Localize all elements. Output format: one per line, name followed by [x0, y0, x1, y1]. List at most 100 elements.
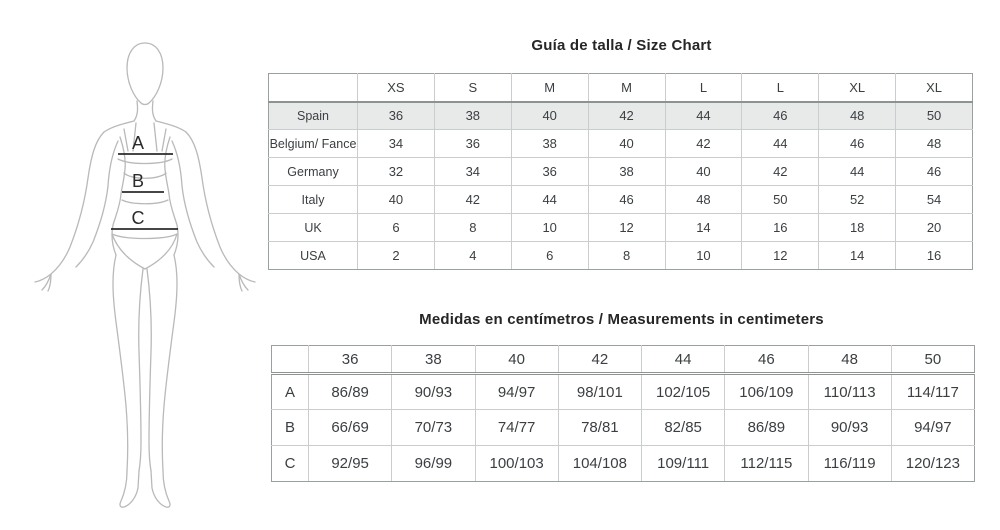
value-cell: 104/108	[557, 445, 643, 482]
value-cell: 90/93	[391, 373, 476, 410]
row-label: Italy	[268, 185, 358, 214]
value-cell: 78/81	[557, 409, 643, 446]
value-cell: 110/113	[807, 373, 892, 410]
table-row: A 86/89 90/93 94/97 98/101 102/105 106/109 110/…	[271, 373, 976, 410]
size-conversion-table: XS S M M L L XL XL Spain 36 38 40 42 44 46 48 50 Belgium/…	[268, 73, 973, 270]
value-cell: 44	[510, 185, 589, 214]
table-row: Belgium/ Fance 34 36 38 40 42 44 46 48	[268, 129, 973, 158]
value-cell: 34	[357, 129, 435, 158]
value-cell: 8	[433, 213, 512, 242]
value-cell: 12	[741, 241, 820, 270]
value-cell: 44	[664, 101, 743, 130]
table-row: Spain 36 38 40 42 44 46 48 50	[268, 101, 973, 130]
value-cell: 18	[818, 213, 897, 242]
value-cell: 90/93	[807, 409, 892, 446]
measurements-title: Medidas en centímetros / Measurements in…	[419, 311, 824, 328]
value-cell: 36	[357, 101, 435, 130]
size-chart-title: Guía de talla / Size Chart	[531, 37, 712, 54]
value-cell: 94/97	[474, 373, 559, 410]
value-cell: 38	[510, 129, 589, 158]
table-row: USA 2 4 6 8 10 12 14 16	[268, 241, 973, 270]
figure-head	[126, 42, 164, 106]
column-header: 40	[474, 345, 559, 375]
value-cell: 2	[357, 241, 435, 270]
value-cell: 48	[818, 101, 897, 130]
value-cell: 86/89	[724, 409, 809, 446]
value-cell: 46	[587, 185, 666, 214]
value-cell: 52	[818, 185, 897, 214]
value-cell: 46	[818, 129, 897, 158]
value-cell: 36	[510, 157, 589, 186]
figure-label-c: C	[132, 208, 145, 228]
measurements-table: 36 38 40 42 44 46 48 50 A 86/89 90/93 94/97 98/101 10…	[271, 345, 976, 482]
value-cell: 40	[587, 129, 666, 158]
value-cell: 46	[741, 101, 820, 130]
row-label: Germany	[268, 157, 358, 186]
column-header: 46	[724, 345, 809, 375]
column-header: S	[433, 73, 512, 103]
corner-cell	[268, 73, 358, 103]
row-label: A	[271, 373, 309, 410]
header-row: XS S M M L L XL XL	[268, 73, 973, 103]
value-cell: 46	[895, 157, 973, 186]
figure-label-b: B	[132, 171, 144, 191]
value-cell: 48	[664, 185, 743, 214]
value-cell: 40	[357, 185, 435, 214]
value-cell: 40	[664, 157, 743, 186]
value-cell: 74/77	[474, 409, 559, 446]
row-label: UK	[268, 213, 358, 242]
value-cell: 92/95	[307, 445, 393, 482]
value-cell: 106/109	[724, 373, 809, 410]
value-cell: 36	[433, 129, 512, 158]
value-cell: 50	[741, 185, 820, 214]
row-label: Belgium/ Fance	[268, 129, 358, 158]
value-cell: 10	[510, 213, 589, 242]
column-header: 44	[640, 345, 726, 375]
table-row: Italy 40 42 44 46 48 50 52 54	[268, 185, 973, 214]
value-cell: 44	[818, 157, 897, 186]
value-cell: 8	[587, 241, 666, 270]
value-cell: 86/89	[307, 373, 393, 410]
value-cell: 94/97	[890, 409, 976, 446]
value-cell: 14	[818, 241, 897, 270]
value-cell: 12	[587, 213, 666, 242]
row-label: C	[271, 445, 309, 482]
value-cell: 42	[433, 185, 512, 214]
table-row: C 92/95 96/99 100/103 104/108 109/111 112/115 1…	[271, 445, 976, 482]
value-cell: 20	[895, 213, 973, 242]
header-row: 36 38 40 42 44 46 48 50	[271, 345, 976, 375]
value-cell: 42	[587, 101, 666, 130]
column-header: M	[587, 73, 666, 103]
row-label: Spain	[268, 101, 358, 130]
value-cell: 40	[510, 101, 589, 130]
column-header: XL	[818, 73, 897, 103]
row-label: USA	[268, 241, 358, 270]
value-cell: 6	[357, 213, 435, 242]
value-cell: 48	[895, 129, 973, 158]
table-row: Germany 32 34 36 38 40 42 44 46	[268, 157, 973, 186]
row-label: B	[271, 409, 309, 446]
value-cell: 16	[741, 213, 820, 242]
value-cell: 102/105	[640, 373, 726, 410]
value-cell: 6	[510, 241, 589, 270]
column-header: L	[741, 73, 820, 103]
value-cell: 120/123	[890, 445, 976, 482]
value-cell: 42	[741, 157, 820, 186]
value-cell: 34	[433, 157, 512, 186]
value-cell: 112/115	[724, 445, 809, 482]
value-cell: 16	[895, 241, 973, 270]
column-header: 42	[557, 345, 643, 375]
croquis-figure-illustration: A B C	[34, 42, 256, 508]
value-cell: 70/73	[391, 409, 476, 446]
value-cell: 66/69	[307, 409, 393, 446]
corner-cell	[271, 345, 309, 375]
value-cell: 44	[741, 129, 820, 158]
value-cell: 38	[433, 101, 512, 130]
column-header: XS	[357, 73, 435, 103]
value-cell: 14	[664, 213, 743, 242]
figure-label-a: A	[132, 133, 144, 153]
value-cell: 42	[664, 129, 743, 158]
value-cell: 10	[664, 241, 743, 270]
value-cell: 50	[895, 101, 973, 130]
